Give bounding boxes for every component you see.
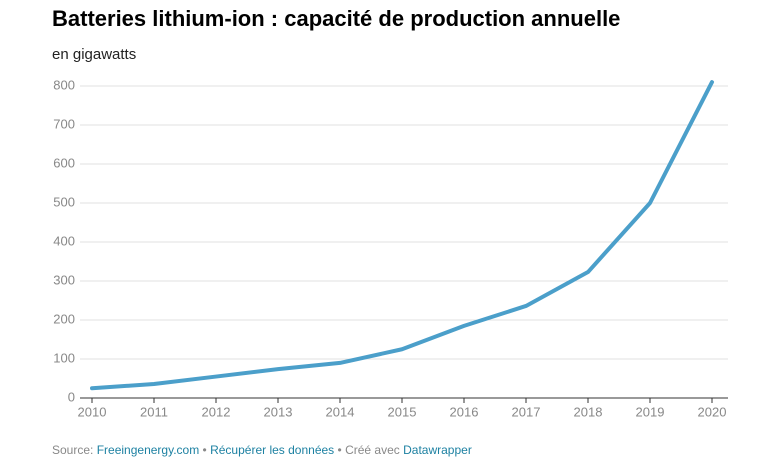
chart-title: Batteries lithium-ion : capacité de prod…	[52, 6, 620, 31]
footer: Source: Freeingenergy.com • Récupérer le…	[52, 443, 472, 457]
y-tick-label: 500	[53, 194, 75, 209]
y-tick-label: 300	[53, 272, 75, 287]
chart: Batteries lithium-ion : capacité de prod…	[52, 6, 728, 419]
source-link[interactable]: Freeingenergy.com	[96, 443, 200, 457]
x-tick-label: 2019	[636, 404, 665, 419]
x-tick-label: 2017	[512, 404, 541, 419]
x-tick-label: 2018	[574, 404, 603, 419]
x-tick-label: 2010	[78, 404, 107, 419]
x-tick-label: 2016	[450, 404, 479, 419]
y-tick-label: 100	[53, 350, 75, 365]
tool-link[interactable]: Datawrapper	[403, 443, 472, 457]
y-tick-label: 600	[53, 155, 75, 170]
y-tick-label: 800	[53, 77, 75, 92]
x-tick-label: 2014	[326, 404, 355, 419]
separator: •	[337, 443, 342, 457]
line	[90, 80, 714, 391]
data-link[interactable]: Récupérer les données	[210, 443, 335, 457]
source-label: Source:	[52, 443, 94, 457]
x-tick-label: 2020	[698, 404, 727, 419]
x-tick-label: 2013	[264, 404, 293, 419]
y-tick-label: 200	[53, 311, 75, 326]
separator: •	[202, 443, 207, 457]
x-tick-label: 2011	[140, 404, 168, 419]
created-label: Créé avec	[345, 443, 400, 457]
x-tick-label: 2015	[388, 404, 417, 419]
y-tick-label: 0	[68, 389, 75, 404]
y-tick-label: 700	[53, 116, 75, 131]
chart-subtitle: en gigawatts	[52, 46, 136, 63]
y-tick-label: 400	[53, 233, 75, 248]
x-tick-label: 2012	[202, 404, 231, 419]
